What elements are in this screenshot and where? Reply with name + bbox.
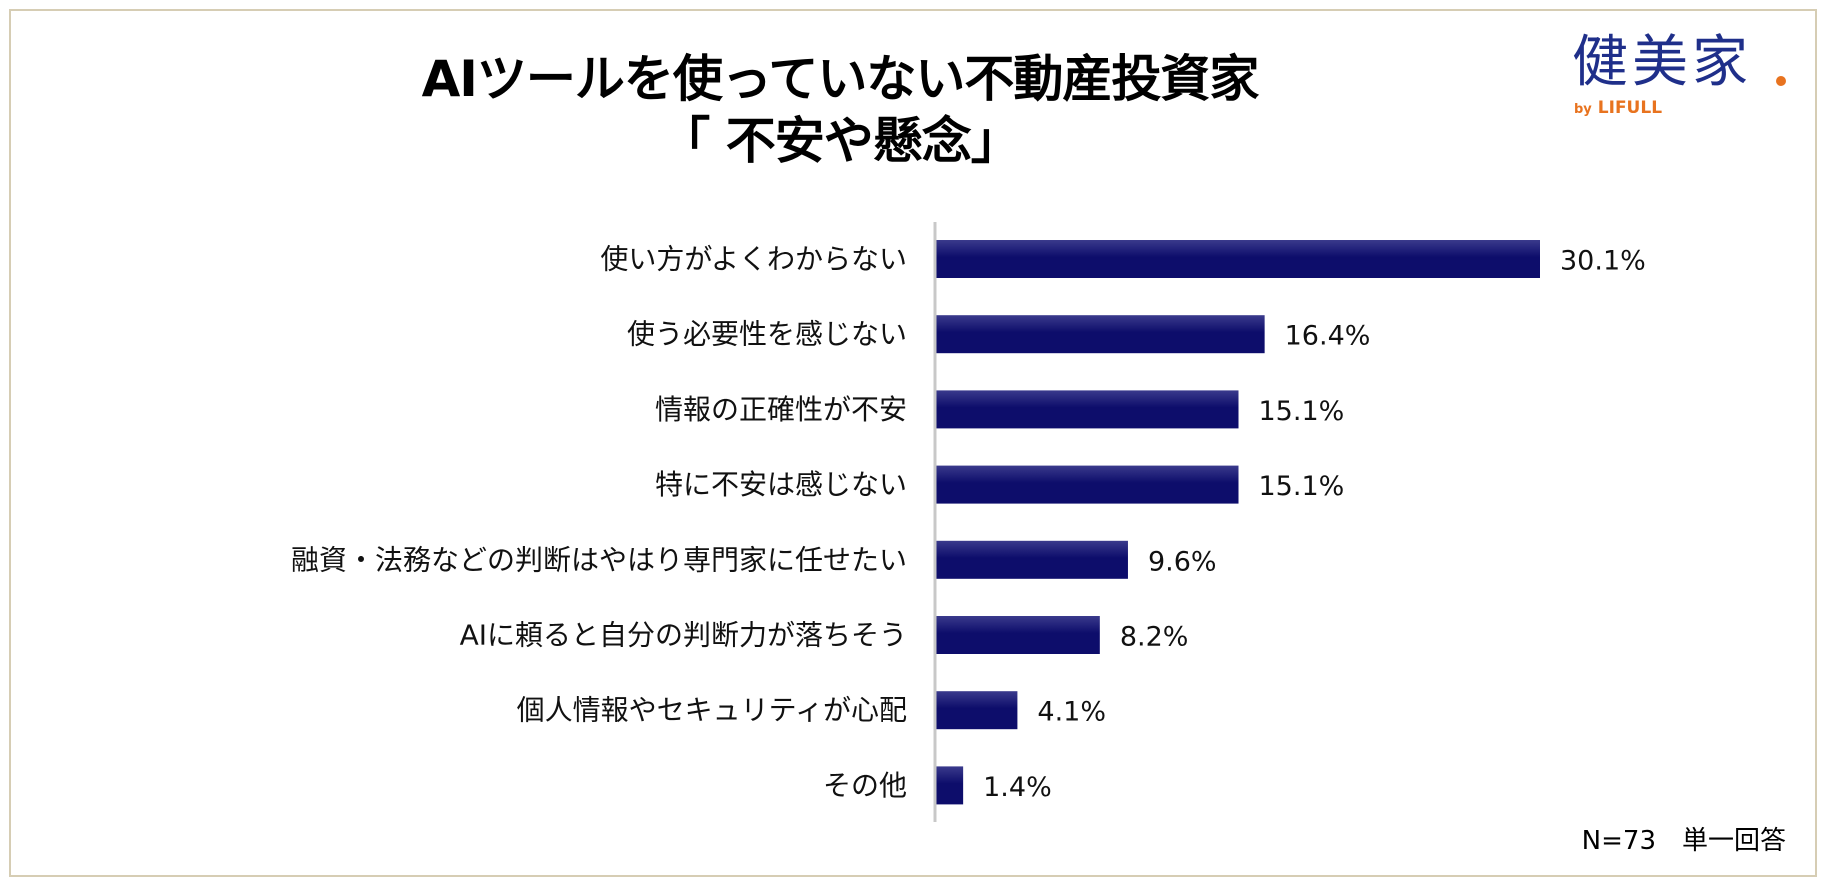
chart-title-line-1: AIツールを使っていない不動産投資家 [421,50,1260,108]
bar [935,240,1540,278]
logo-wordmark: 健美家 [1572,30,1752,95]
brand-logo: 健美家 by LIFULL [1572,30,1792,130]
data-label: 30.1% [1560,246,1646,277]
data-label: 15.1% [1259,471,1345,502]
category-label: 個人情報やセキュリティが心配 [517,694,907,727]
bar [935,315,1265,354]
data-label: 15.1% [1259,396,1345,427]
sample-size-note: N=73 単一回答 [1581,826,1786,856]
data-label: 4.1% [1037,697,1106,728]
bar [935,616,1100,654]
logo-dot-icon [1776,76,1786,86]
category-label: 特に不安は感じない [655,468,907,501]
bar [935,540,1128,579]
data-label: 1.4% [983,772,1052,803]
chart-frame [9,9,1817,877]
bar-group: 使い方がよくわからない 30.1% 使う必要性を感じない 16.4% 情報の正確性が不安… [291,240,1646,805]
bar [935,766,964,805]
category-label: 使う必要性を感じない [627,318,907,351]
logo-brand-text: LIFULL [1597,98,1663,118]
bar [935,691,1018,730]
chart-title: AIツールを使っていない不動産投資家 「 不安や懸念」 [340,48,1340,172]
logo-by-text: by [1574,102,1592,117]
category-label: 情報の正確性が不安 [655,393,907,426]
bar [935,390,1239,429]
category-label: 使い方がよくわからない [600,243,907,276]
data-label: 8.2% [1120,622,1189,653]
category-label: 融資・法務などの判断はやはり専門家に任せたい [291,543,907,576]
category-label: その他 [823,769,907,802]
data-label: 9.6% [1148,546,1217,577]
chart-title-line-2: 「 不安や懸念」 [660,112,1020,170]
category-label: AIに頼ると自分の判断力が落ちそう [460,619,907,652]
logo-subline: by LIFULL [1574,98,1662,118]
bar [935,465,1239,504]
data-label: 16.4% [1285,321,1371,352]
